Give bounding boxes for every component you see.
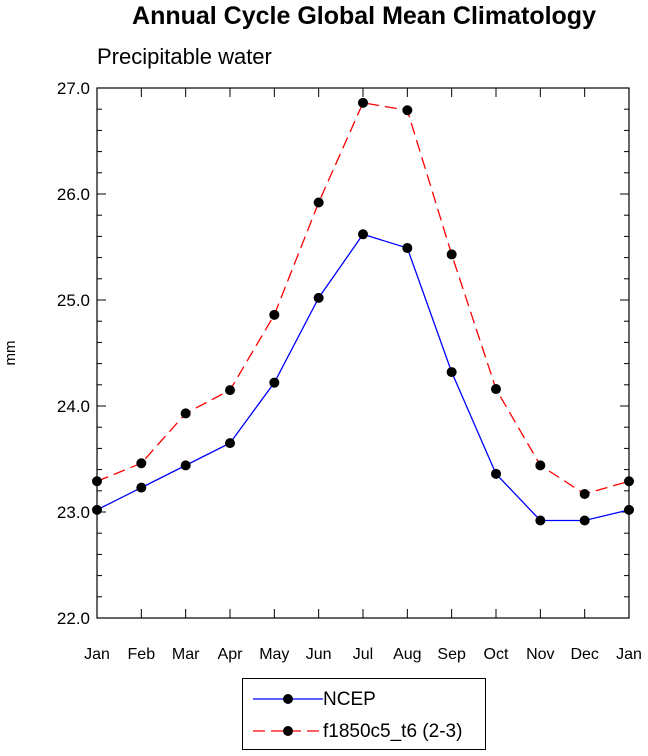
x-tick-label: Dec: [570, 646, 598, 663]
x-tick-label: Jan: [616, 646, 642, 663]
legend-label-f1850c5: f1850c5_t6 (2-3): [323, 721, 463, 742]
x-tick-label: Oct: [484, 646, 509, 663]
data-point-series-0: [446, 367, 457, 378]
data-point-series-1: [180, 408, 191, 419]
x-tick-label: Jan: [84, 646, 110, 663]
plot-frame: [96, 87, 630, 619]
data-point-series-1: [358, 97, 368, 108]
data-point-series-0: [136, 482, 147, 493]
data-point-series-0: [313, 292, 324, 303]
data-point-series-0: [491, 468, 501, 479]
y-tick-label: 22.0: [57, 609, 90, 628]
data-point-series-0: [180, 460, 191, 471]
chart-subtitle: Precipitable water: [97, 44, 272, 69]
x-tick-label: Aug: [393, 646, 421, 663]
legend-swatch-ncep: [253, 694, 323, 704]
data-point-series-0: [269, 377, 280, 388]
data-point-series-1: [313, 197, 324, 208]
data-point-series-0: [535, 515, 546, 526]
data-point-series-0: [358, 229, 368, 240]
data-point-series-0: [624, 504, 634, 515]
data-point-series-1: [225, 385, 235, 396]
x-tick-label: May: [259, 646, 289, 663]
x-tick-label: Sep: [437, 646, 466, 663]
x-tick-label: Feb: [128, 646, 156, 663]
y-tick-label: 23.0: [57, 503, 90, 522]
legend-item-f1850c5: f1850c5_t6 (2-3): [243, 717, 485, 747]
data-point-series-0: [579, 515, 590, 526]
data-point-series-1: [446, 249, 457, 260]
data-point-series-0: [92, 504, 102, 515]
data-point-series-1: [624, 476, 634, 487]
data-point-series-1: [402, 105, 413, 116]
y-tick-label: 26.0: [57, 185, 90, 204]
legend-item-ncep: NCEP: [243, 685, 485, 715]
legend: NCEP f1850c5_t6 (2-3): [242, 678, 486, 750]
legend-swatch-f1850c5: [253, 726, 323, 736]
series-line-0: [96, 233, 630, 522]
x-tick-label: Nov: [526, 646, 554, 663]
data-point-series-1: [136, 458, 147, 469]
x-tick-label: Mar: [172, 646, 200, 663]
data-point-series-1: [92, 476, 102, 487]
line-chart: 22.0 23.0 24.0 25.0 26.0 27.0 Jan Feb Mar Apr May…: [2, 79, 642, 663]
x-tick-label: Jul: [353, 646, 373, 663]
series-line-1: [96, 102, 630, 495]
y-axis-label: mm: [2, 341, 19, 366]
data-point-series-1: [579, 488, 590, 499]
x-tick-label: Jun: [306, 646, 332, 663]
data-point-series-1: [269, 309, 280, 320]
y-tick-label: 24.0: [57, 397, 90, 416]
data-point-series-0: [402, 243, 413, 254]
y-tick-label: 27.0: [57, 79, 90, 98]
legend-label-ncep: NCEP: [323, 689, 376, 710]
data-point-series-1: [491, 384, 501, 395]
x-tick-label: Apr: [218, 646, 244, 663]
data-point-series-0: [225, 438, 235, 449]
chart-title: Annual Cycle Global Mean Climatology: [132, 2, 596, 30]
y-tick-label: 25.0: [57, 291, 90, 310]
data-point-series-1: [535, 460, 546, 471]
